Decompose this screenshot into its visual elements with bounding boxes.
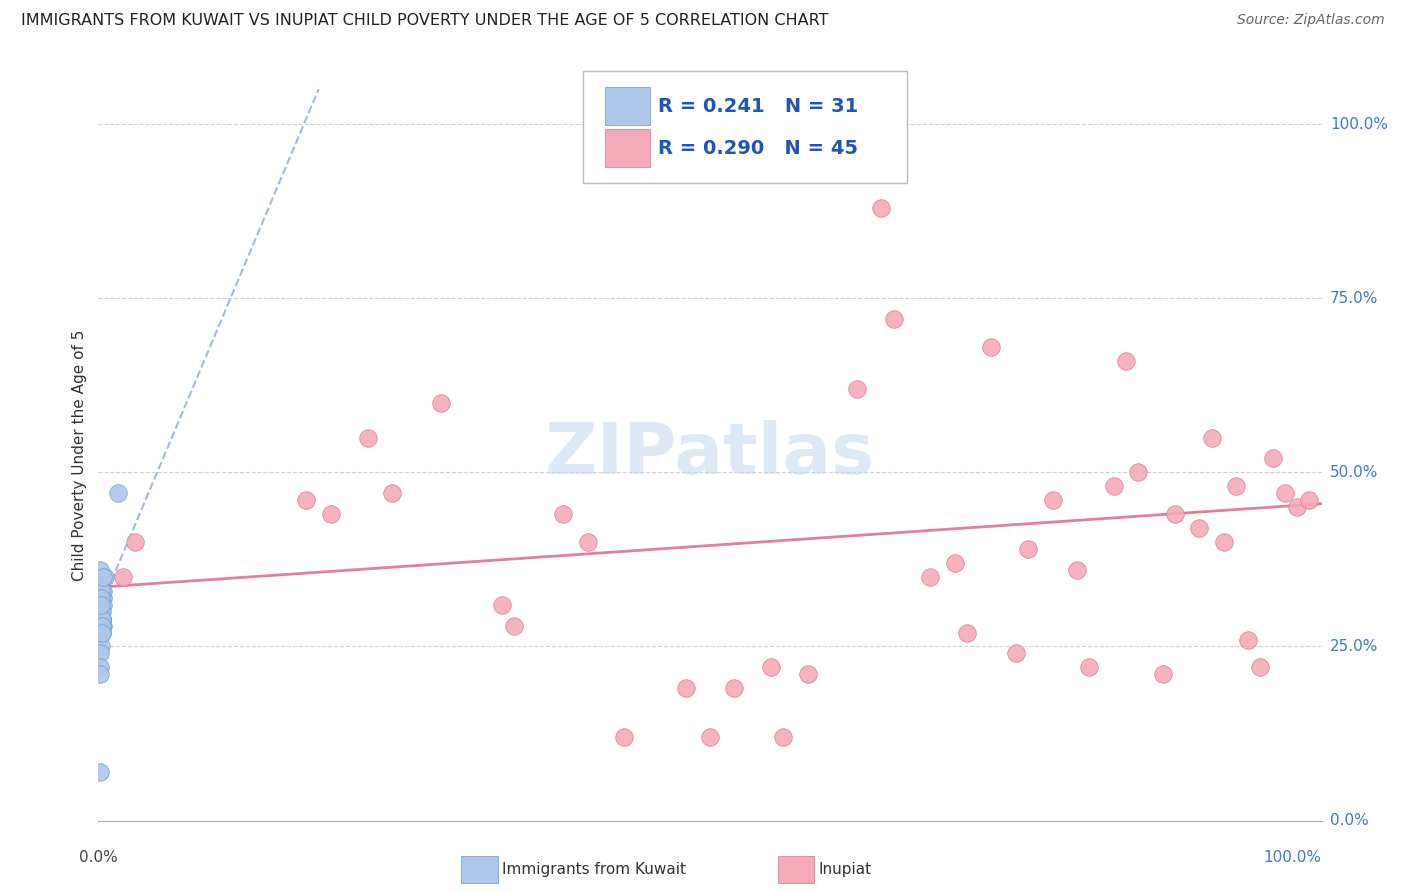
Point — [381, 486, 404, 500]
Point — [845, 382, 868, 396]
Point — [1066, 563, 1088, 577]
Point — [91, 598, 114, 612]
Point — [319, 507, 342, 521]
Point — [295, 493, 318, 508]
Point — [1115, 354, 1137, 368]
Point — [1164, 507, 1187, 521]
Point — [723, 681, 745, 696]
Point — [89, 660, 111, 674]
Point — [920, 570, 942, 584]
Point — [89, 563, 111, 577]
Point — [90, 605, 112, 619]
Point — [91, 618, 114, 632]
Point — [1212, 535, 1234, 549]
Point — [503, 618, 526, 632]
Point — [761, 660, 783, 674]
Point — [980, 340, 1002, 354]
Point — [870, 201, 893, 215]
Point — [491, 598, 513, 612]
Text: R = 0.290   N = 45: R = 0.290 N = 45 — [658, 138, 858, 158]
Point — [553, 507, 575, 521]
Point — [111, 570, 134, 584]
Point — [1225, 479, 1247, 493]
Point — [90, 605, 112, 619]
Point — [124, 535, 146, 549]
Point — [107, 486, 129, 500]
Point — [90, 583, 112, 598]
Point — [90, 598, 112, 612]
Point — [91, 618, 114, 632]
Text: Source: ZipAtlas.com: Source: ZipAtlas.com — [1237, 13, 1385, 28]
Text: ZIPatlas: ZIPatlas — [546, 420, 875, 490]
Text: 75.0%: 75.0% — [1330, 291, 1378, 306]
Point — [356, 430, 378, 444]
Text: Inupiat: Inupiat — [818, 863, 872, 877]
Point — [91, 612, 114, 626]
Text: IMMIGRANTS FROM KUWAIT VS INUPIAT CHILD POVERTY UNDER THE AGE OF 5 CORRELATION C: IMMIGRANTS FROM KUWAIT VS INUPIAT CHILD … — [21, 13, 828, 29]
Point — [1152, 667, 1174, 681]
Point — [90, 625, 112, 640]
Point — [1249, 660, 1271, 674]
Text: R = 0.241   N = 31: R = 0.241 N = 31 — [658, 96, 858, 116]
Text: 100.0%: 100.0% — [1330, 117, 1388, 131]
Point — [797, 667, 820, 681]
Point — [90, 640, 112, 654]
Point — [91, 618, 114, 632]
Point — [430, 395, 453, 409]
Point — [1042, 493, 1064, 508]
Point — [91, 583, 114, 598]
Point — [91, 618, 114, 632]
Point — [91, 570, 114, 584]
Point — [89, 647, 111, 661]
Point — [89, 667, 111, 681]
Point — [699, 730, 721, 744]
Text: 0.0%: 0.0% — [79, 850, 118, 865]
Point — [675, 681, 697, 696]
Text: Immigrants from Kuwait: Immigrants from Kuwait — [502, 863, 686, 877]
Point — [90, 598, 112, 612]
Point — [91, 612, 114, 626]
Point — [1286, 500, 1309, 515]
Point — [1201, 430, 1223, 444]
Text: 25.0%: 25.0% — [1330, 639, 1378, 654]
Point — [93, 570, 115, 584]
Point — [943, 556, 966, 570]
Point — [1004, 647, 1026, 661]
Point — [91, 612, 114, 626]
Point — [1298, 493, 1320, 508]
Point — [1274, 486, 1296, 500]
Point — [613, 730, 636, 744]
Point — [1078, 660, 1101, 674]
Point — [1102, 479, 1125, 493]
Point — [772, 730, 794, 744]
Text: 50.0%: 50.0% — [1330, 465, 1378, 480]
Point — [91, 591, 114, 605]
Point — [956, 625, 979, 640]
Point — [91, 583, 114, 598]
Text: 0.0%: 0.0% — [1330, 814, 1368, 828]
Point — [90, 625, 112, 640]
Text: 100.0%: 100.0% — [1264, 850, 1322, 865]
Point — [91, 625, 114, 640]
Point — [1188, 521, 1211, 535]
Point — [91, 605, 114, 619]
Y-axis label: Child Poverty Under the Age of 5: Child Poverty Under the Age of 5 — [72, 329, 87, 581]
Point — [883, 312, 905, 326]
Point — [91, 625, 114, 640]
Point — [90, 591, 112, 605]
Point — [1128, 466, 1150, 480]
Point — [1017, 541, 1039, 556]
Point — [576, 535, 599, 549]
Point — [89, 764, 111, 779]
Point — [1261, 451, 1284, 466]
Point — [1237, 632, 1260, 647]
